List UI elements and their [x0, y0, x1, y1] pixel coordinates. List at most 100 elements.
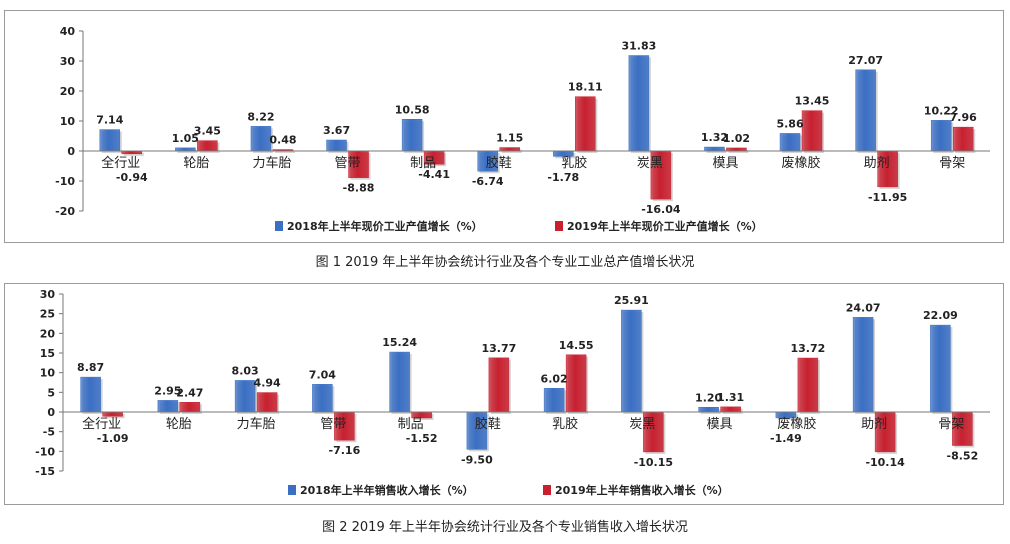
value-label: -8.88	[343, 182, 375, 195]
y-tick-label: 20	[40, 327, 56, 340]
value-label: 2.47	[176, 386, 203, 399]
value-label: 1.31	[717, 391, 744, 404]
bar-series-2018	[234, 380, 256, 413]
category-label: 模具	[707, 417, 733, 432]
value-label: -1.49	[770, 432, 802, 445]
y-tick-label: 30	[40, 288, 56, 301]
value-label: 13.72	[790, 342, 825, 355]
value-label: 6.02	[541, 372, 568, 385]
category-label: 废橡胶	[782, 155, 821, 171]
y-tick-label: 10	[60, 115, 76, 128]
legend-label: 2019年上半年销售收入增长（%）	[555, 483, 729, 497]
bar-series-2018	[389, 351, 410, 413]
value-label: 7.04	[309, 368, 336, 381]
legend-label: 2018年上半年销售收入增长（%）	[300, 483, 474, 497]
bar-series-2018	[855, 69, 876, 152]
category-label: 模具	[712, 156, 738, 171]
category-label: 制品	[398, 417, 424, 432]
category-label: 炭黑	[637, 156, 663, 171]
category-label: 制品	[410, 156, 436, 171]
y-tick-label: 20	[60, 85, 76, 98]
bar-shadow	[123, 153, 144, 156]
value-label: 1.15	[496, 132, 523, 145]
legend-swatch	[543, 485, 551, 495]
bar-series-2018	[852, 317, 874, 413]
value-label: 24.07	[846, 301, 881, 314]
category-label: 乳胶	[552, 416, 578, 432]
chart-2-caption: 图 2 2019 年上半年协会统计行业及各个专业销售收入增长状况	[322, 520, 688, 535]
category-label: 全行业	[101, 155, 140, 171]
value-label: 8.22	[247, 110, 274, 123]
bar-series-2019	[952, 126, 974, 152]
value-label: 1.20	[695, 391, 722, 404]
value-label: 4.94	[254, 377, 281, 390]
bar-series-2018	[250, 126, 272, 152]
category-label: 胶鞋	[475, 416, 501, 432]
category-label: 助剂	[864, 156, 890, 171]
value-label: 14.55	[559, 339, 594, 352]
bar-series-2018	[99, 129, 121, 152]
value-label: -6.74	[472, 175, 504, 188]
chart-2: -15 -10 -5 0 5 10 15 20 25 30 全行业 轮胎 力车胎 管带 制品 胶鞋 乳胶 炭黑 模具…	[35, 288, 990, 497]
value-label: 8.03	[232, 364, 259, 377]
bar-series-2019	[256, 392, 278, 413]
bar-series-2019	[102, 411, 123, 417]
legend-swatch	[288, 485, 296, 495]
value-label: 8.87	[77, 361, 104, 374]
value-label: 1.32	[701, 131, 728, 144]
bar-series-2019	[179, 402, 201, 413]
bar-series-2018	[401, 119, 423, 152]
bar-shadow	[274, 151, 295, 153]
legend-swatch	[275, 221, 283, 231]
value-label: 22.09	[923, 309, 958, 322]
bar-series-2018	[543, 388, 565, 413]
value-label: 0.48	[269, 134, 296, 147]
value-label: -7.16	[329, 444, 361, 457]
y-tick-label: 5	[47, 386, 55, 399]
bar-series-2018	[326, 139, 347, 152]
bar-series-2019	[197, 140, 218, 152]
value-label: -1.09	[97, 432, 129, 445]
y-tick-label: -10	[35, 445, 55, 458]
chart-panel-2: -15 -10 -5 0 5 10 15 20 25 30 全行业 轮胎 力车胎 管带 制品 胶鞋 乳胶 炭黑 模具…	[4, 283, 1004, 505]
category-label: 炭黑	[629, 417, 655, 432]
bar-series-2018	[704, 146, 725, 152]
y-tick-label: -20	[55, 205, 75, 218]
value-label: 7.96	[950, 111, 977, 124]
value-label: -8.52	[947, 450, 979, 463]
chart-1-caption: 图 1 2019 年上半年协会统计行业及各个专业工业总产值增长状况	[315, 255, 695, 270]
value-label: 13.77	[481, 342, 516, 355]
value-label: 25.91	[614, 294, 649, 307]
bar-series-2019	[499, 147, 520, 152]
value-label: 3.67	[323, 124, 350, 137]
category-label: 轮胎	[166, 417, 192, 432]
category-label: 力车胎	[237, 416, 276, 432]
bar-series-2018	[80, 376, 101, 413]
bar-series-2019	[720, 406, 741, 413]
category-label: 骨架	[938, 417, 964, 432]
y-tick-label: -10	[55, 175, 75, 188]
y-tick-label: 40	[60, 25, 76, 38]
value-label: -9.50	[461, 453, 493, 466]
chart-panel-1: -20 -10 0 10 20 30 40 全行业 轮胎 力车胎 管带 制品 胶鞋 乳胶 炭黑 模具 废橡胶 助剂…	[4, 10, 1004, 243]
value-label: -1.78	[547, 171, 579, 184]
value-label: -11.95	[868, 191, 907, 204]
bar-series-2018	[698, 407, 719, 413]
bar-series-2019	[801, 110, 823, 152]
bar-series-2018	[930, 324, 951, 413]
value-label: -16.04	[641, 203, 681, 216]
value-label: -1.52	[406, 432, 438, 445]
bar-series-2018	[628, 55, 650, 152]
value-label: -10.15	[634, 456, 673, 469]
value-label: 2.95	[154, 384, 181, 397]
category-label: 骨架	[939, 156, 965, 171]
category-label: 轮胎	[183, 156, 209, 171]
y-tick-label: -15	[35, 465, 55, 478]
legend-label: 2018年上半年现价工业产值增长（%）	[287, 219, 483, 233]
bar-series-2019	[575, 96, 596, 152]
value-label: 15.24	[382, 336, 417, 349]
bar-series-2019	[488, 357, 510, 413]
bar-series-2018	[157, 400, 179, 413]
category-label: 乳胶	[561, 155, 587, 171]
y-tick-label: 0	[47, 406, 55, 419]
